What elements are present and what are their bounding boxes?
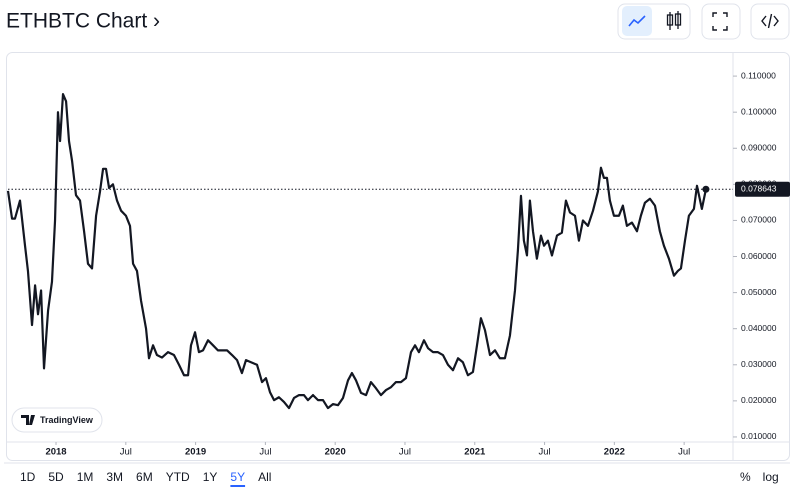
y-tick-label: 0.100000 bbox=[741, 106, 777, 116]
y-tick-label: 0.050000 bbox=[741, 287, 777, 297]
x-tick-label: Jul bbox=[538, 447, 550, 458]
chart-frame bbox=[6, 52, 790, 461]
embed-icon bbox=[761, 13, 779, 29]
scale-option[interactable]: log bbox=[763, 470, 779, 484]
chart-title: ETHBTC Chart › bbox=[6, 10, 160, 33]
y-tick-label: 0.060000 bbox=[741, 251, 777, 261]
fullscreen-button[interactable] bbox=[701, 3, 741, 40]
y-tick-label: 0.070000 bbox=[741, 215, 777, 225]
x-tick-label: Jul bbox=[120, 447, 132, 458]
candle-style-button[interactable] bbox=[666, 11, 682, 30]
y-tick-label: 0.010000 bbox=[741, 431, 777, 441]
range-button[interactable]: All bbox=[258, 470, 271, 484]
range-button[interactable]: YTD bbox=[166, 470, 190, 484]
x-tick-label: 2019 bbox=[185, 447, 206, 458]
x-tick-label: Jul bbox=[399, 447, 411, 458]
y-tick-label: 0.030000 bbox=[741, 359, 777, 369]
line-icon bbox=[628, 15, 646, 27]
x-tick-label: Jul bbox=[259, 447, 271, 458]
range-button[interactable]: 1Y bbox=[203, 470, 218, 484]
watermark: TradingView bbox=[11, 407, 103, 433]
price-line bbox=[6, 93, 707, 410]
range-button[interactable]: 1M bbox=[77, 470, 94, 484]
scale-option[interactable]: % bbox=[740, 470, 751, 484]
x-tick-label: 2022 bbox=[604, 447, 625, 458]
fullscreen-icon bbox=[712, 12, 728, 31]
watermark-text: TradingView bbox=[40, 415, 94, 425]
line-style-button[interactable] bbox=[622, 6, 652, 36]
last-price-dot bbox=[702, 185, 710, 193]
last-price-label: 0.078643 bbox=[741, 183, 777, 193]
y-tick-label: 0.020000 bbox=[741, 395, 777, 405]
range-button[interactable]: 5D bbox=[48, 470, 64, 484]
toolbar bbox=[617, 3, 790, 40]
range-button[interactable]: 5Y bbox=[230, 470, 245, 484]
x-tick-label: 2020 bbox=[325, 447, 346, 458]
x-tick-label: 2021 bbox=[464, 447, 486, 458]
range-button[interactable]: 1D bbox=[20, 470, 36, 484]
range-button[interactable]: 3M bbox=[106, 470, 123, 484]
y-tick-label: 0.040000 bbox=[741, 323, 777, 333]
y-tick-label: 0.110000 bbox=[741, 70, 776, 80]
x-tick-label: 2018 bbox=[45, 447, 66, 458]
x-tick-label: Jul bbox=[678, 447, 690, 458]
y-tick-label: 0.090000 bbox=[741, 143, 777, 153]
last-price-tag bbox=[735, 181, 790, 197]
range-button[interactable]: 6M bbox=[136, 470, 153, 484]
